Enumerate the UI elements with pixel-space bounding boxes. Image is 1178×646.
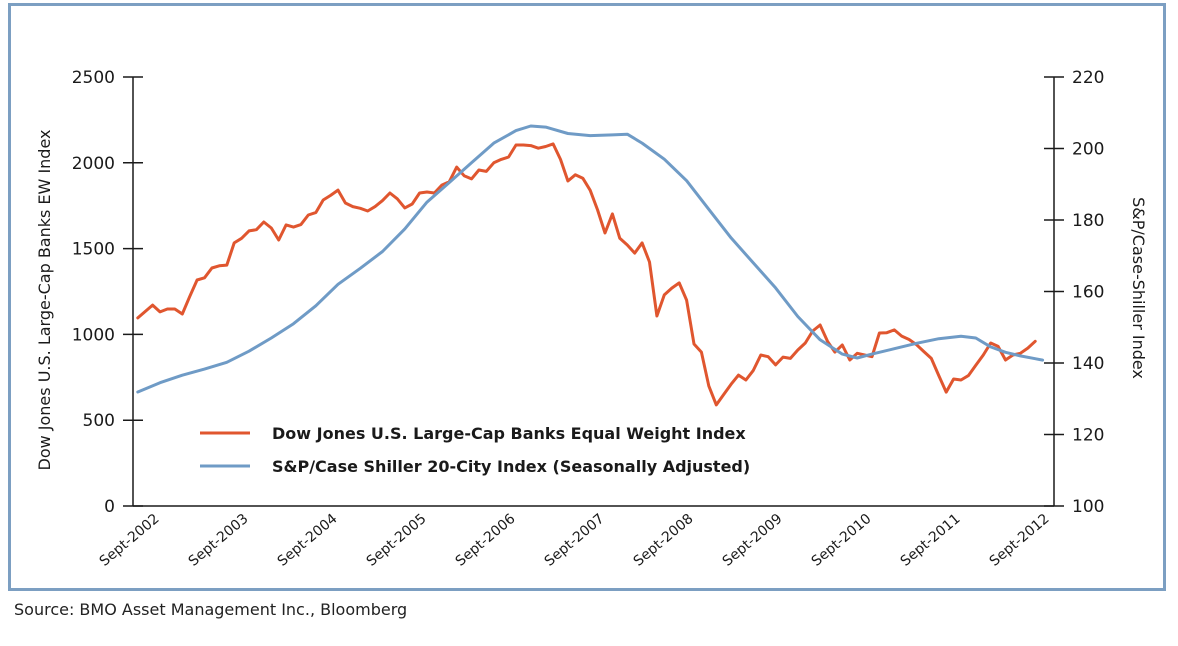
right-tick-label: 220 — [1072, 68, 1104, 88]
source-note: Source: BMO Asset Management Inc., Bloom… — [14, 600, 408, 619]
right-tick-label: 160 — [1072, 283, 1104, 303]
right-tick-label: 140 — [1072, 354, 1104, 374]
x-tick-label: Sept-2010 — [809, 511, 875, 570]
right-tick-label: 120 — [1072, 426, 1104, 446]
legend-label-case-shiller: S&P/Case Shiller 20-City Index (Seasonal… — [272, 457, 750, 476]
left-tick-label: 2500 — [72, 68, 115, 88]
left-tick-label: 500 — [83, 411, 115, 431]
x-tick-label: Sept-2002 — [97, 511, 163, 570]
right-axis-ticks: 100 120 140 160 180 200 220 — [1044, 68, 1104, 517]
x-tick-label: Sept-2008 — [631, 511, 697, 570]
chart-frame — [8, 3, 1166, 591]
left-tick-label: 1500 — [72, 240, 115, 260]
right-tick-label: 100 — [1072, 497, 1104, 517]
left-tick-label: 2000 — [72, 154, 115, 174]
legend: Dow Jones U.S. Large-Cap Banks Equal Wei… — [200, 424, 750, 476]
series-lines — [136, 124, 1045, 407]
x-tick-label: Sept-2007 — [542, 511, 608, 570]
series-line-banks — [136, 142, 1037, 407]
series-line-case-shiller — [136, 124, 1045, 394]
right-tick-label: 200 — [1072, 140, 1104, 160]
x-axis-tick-labels: Sept-2002 Sept-2003 Sept-2004 Sept-2005 Sept… — [97, 511, 1053, 570]
x-tick-label: Sept-2005 — [364, 511, 430, 570]
x-tick-label: Sept-2003 — [186, 511, 252, 570]
x-tick-label: Sept-2012 — [987, 511, 1053, 570]
left-axis-ticks: 0 500 1000 1500 2000 2500 — [72, 68, 143, 517]
left-axis-title: Dow Jones U.S. Large-Cap Banks EW Index — [35, 130, 54, 471]
x-tick-label: Sept-2011 — [898, 511, 964, 570]
left-tick-label: 1000 — [72, 325, 115, 345]
x-tick-label: Sept-2009 — [720, 511, 786, 570]
left-tick-label: 0 — [104, 497, 115, 517]
legend-label-banks: Dow Jones U.S. Large-Cap Banks Equal Wei… — [272, 424, 746, 443]
right-axis-title: S&P/Case-Shiller Index — [1129, 197, 1148, 379]
x-tick-label: Sept-2004 — [275, 511, 341, 570]
right-tick-label: 180 — [1072, 211, 1104, 231]
x-tick-label: Sept-2006 — [453, 511, 519, 570]
